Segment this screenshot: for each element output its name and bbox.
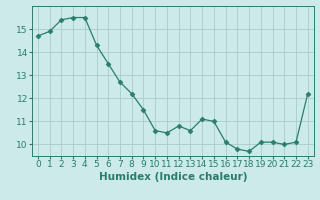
X-axis label: Humidex (Indice chaleur): Humidex (Indice chaleur)	[99, 172, 247, 182]
